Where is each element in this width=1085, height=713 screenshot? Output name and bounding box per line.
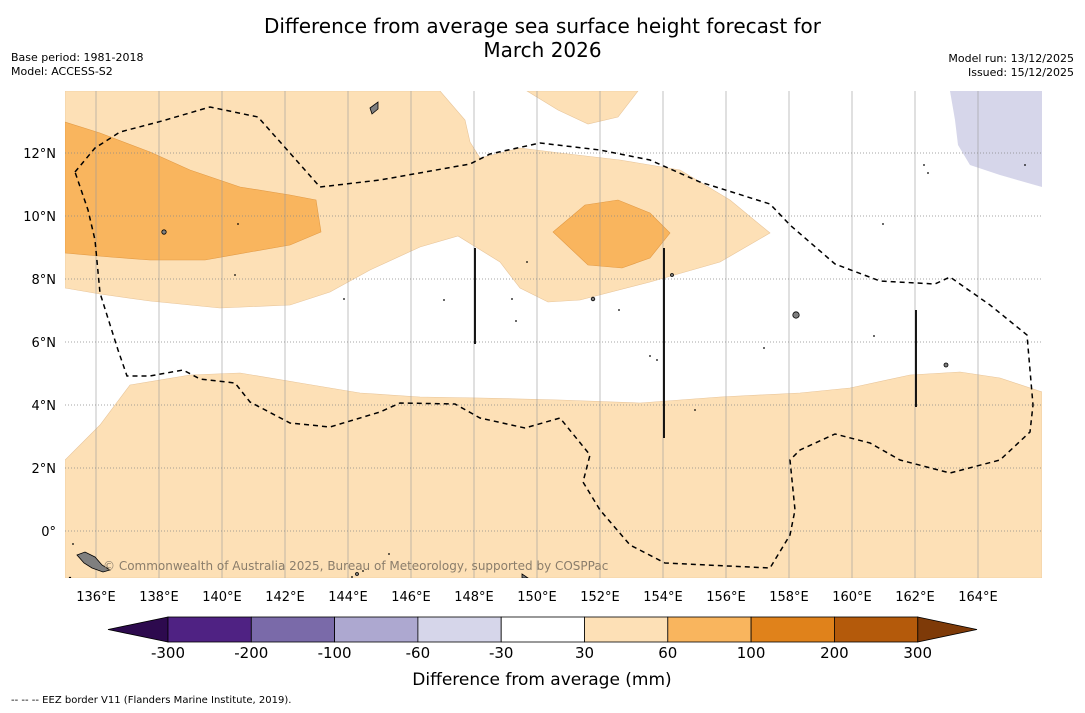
small-islets: [68, 164, 1026, 578]
eez-legend: -- -- -- EEZ border V11 (Flanders Marine…: [11, 695, 292, 706]
title-line-1: Difference from average sea surface heig…: [263, 14, 822, 38]
lat-tick-label: 0°: [41, 525, 56, 540]
colorbar-swatch: [417, 616, 502, 643]
map-credit: © Commonwealth of Australia 2025, Bureau…: [103, 559, 608, 573]
colorbar-tick-label: 200: [820, 644, 849, 662]
lon-tick-label: 150°E: [517, 590, 557, 605]
colorbar-tick-label: 300: [903, 644, 932, 662]
island: [161, 229, 167, 235]
colorbar-title: Difference from average (mm): [412, 670, 671, 690]
anomaly-region-60-100-west: [65, 121, 322, 261]
lat-tick-label: 12°N: [23, 147, 56, 162]
colorbar-tick-label: -300: [151, 644, 185, 662]
island: [792, 311, 800, 319]
island: [521, 573, 529, 578]
model-text: Model: ACCESS-S2: [11, 65, 113, 78]
colorbar-swatch: [750, 616, 835, 643]
colorbar-extend-min: [107, 616, 169, 643]
lat-tick-label: 6°N: [32, 336, 57, 351]
colorbar-swatch: [167, 616, 252, 643]
lon-tick-label: 152°E: [580, 590, 620, 605]
lon-tick-label: 136°E: [76, 590, 116, 605]
lon-tick-label: 156°E: [706, 590, 746, 605]
islands: [76, 101, 949, 578]
lon-tick-label: 138°E: [139, 590, 179, 605]
map-plot-area: © Commonwealth of Australia 2025, Bureau…: [65, 91, 1042, 578]
longitude-labels: 136°E 138°E 140°E 142°E 144°E 146°E 148°E 150°E…: [76, 590, 998, 605]
colorbar-swatch: [584, 616, 669, 643]
colorbar-tick-label: 60: [658, 644, 677, 662]
lat-tick-label: 2°N: [32, 462, 57, 477]
colorbar-tick-label: -60: [406, 644, 431, 662]
colorbar-swatch: [834, 616, 919, 643]
island: [670, 273, 674, 277]
colorbar-tick-label: -30: [489, 644, 514, 662]
colorbar-swatch: [334, 616, 419, 643]
base-period-text: Base period: 1981-2018: [11, 51, 144, 64]
lat-tick-label: 4°N: [32, 399, 57, 414]
colorbar-tick-label: 100: [737, 644, 766, 662]
anomaly-region-30-60-top: [526, 91, 639, 125]
anomaly-region-60-100-central: [552, 199, 671, 269]
island: [590, 296, 596, 302]
title-line-2: March 2026: [483, 38, 602, 62]
meta-right: Model run: 13/12/2025 Issued: 15/12/2025: [948, 52, 1074, 80]
lon-tick-label: 160°E: [832, 590, 872, 605]
island: [943, 362, 949, 368]
eez-border: [74, 106, 1034, 569]
lon-tick-label: 146°E: [391, 590, 431, 605]
map-title: Difference from average sea surface heig…: [0, 14, 1085, 62]
lon-tick-label: 140°E: [202, 590, 242, 605]
colorbar-extend-max: [917, 616, 978, 643]
colorbar-tick-label: 30: [575, 644, 594, 662]
island: [76, 551, 111, 573]
colorbar-swatch: [667, 616, 752, 643]
colorbar-swatch: [500, 616, 585, 643]
island: [355, 572, 359, 576]
lon-tick-label: 162°E: [895, 590, 935, 605]
lon-tick-label: 158°E: [769, 590, 809, 605]
graticule: [65, 91, 1042, 578]
model-run-text: Model run: 13/12/2025: [948, 52, 1074, 65]
lon-tick-label: 144°E: [328, 590, 368, 605]
issued-text: Issued: 15/12/2025: [967, 66, 1074, 79]
anomaly-region-30-60-south: [65, 371, 1042, 578]
lon-tick-label: 148°E: [454, 590, 494, 605]
lon-tick-label: 154°E: [643, 590, 683, 605]
lat-tick-label: 10°N: [23, 210, 56, 225]
colorbar-swatch: [250, 616, 336, 643]
meta-left: Base period: 1981-2018 Model: ACCESS-S2: [11, 51, 143, 79]
anomaly-region-negative-ne: [950, 91, 1042, 187]
island: [369, 101, 379, 115]
colorbar-tick-label: -200: [234, 644, 268, 662]
colorbar: -300 -200 -100 -60 -30 30 60 100 200 300: [107, 616, 978, 662]
lon-tick-label: 164°E: [958, 590, 998, 605]
lon-tick-label: 142°E: [265, 590, 305, 605]
colorbar-tick-label: -100: [318, 644, 352, 662]
lat-tick-label: 8°N: [32, 273, 57, 288]
latitude-labels: 12°N 10°N 8°N 6°N 4°N 2°N 0°: [23, 147, 56, 540]
